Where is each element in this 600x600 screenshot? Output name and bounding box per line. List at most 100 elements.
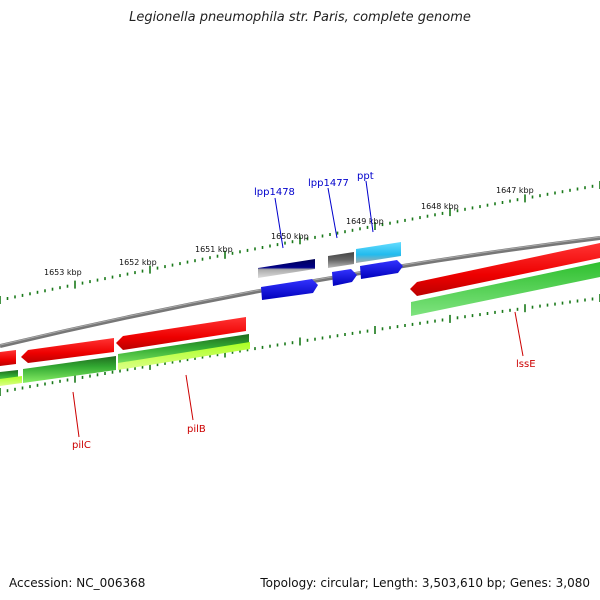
inner-ring-minor-tick <box>21 386 24 390</box>
outer-ring-minor-tick <box>59 286 61 290</box>
inner-ring-minor-tick <box>501 309 504 313</box>
outer-ring-minor-tick <box>306 237 309 241</box>
outer-ring-minor-tick <box>291 240 294 244</box>
inner-ring-minor-tick <box>186 358 189 362</box>
outer-ring-minor-tick <box>411 217 414 221</box>
inner-ring-major-tick <box>0 388 1 396</box>
gene-pilC-arrow[interactable] <box>21 338 114 363</box>
outer-ring-minor-tick <box>186 260 189 264</box>
inner-ring-minor-tick <box>351 331 354 335</box>
tick-label-1653: 1653 kbp <box>44 268 82 277</box>
outer-ring-minor-tick <box>36 290 39 294</box>
inner-ring-minor-tick <box>381 327 384 331</box>
outer-ring-minor-tick <box>509 199 511 203</box>
inner-ring-minor-tick <box>531 305 534 309</box>
outer-ring-minor-tick <box>141 269 144 273</box>
outer-ring-minor-tick <box>359 227 361 231</box>
outer-ring-minor-tick <box>456 209 459 213</box>
gene-pilC-green-band[interactable] <box>23 356 116 383</box>
inner-ring-minor-tick <box>134 366 136 370</box>
inner-ring-minor-tick <box>404 324 406 327</box>
outer-ring-minor-tick <box>426 214 429 218</box>
inner-ring-minor-tick <box>126 368 129 372</box>
inner-ring-minor-tick <box>441 318 444 322</box>
tick-label-1650: 1650 kbp <box>271 232 309 241</box>
outer-ring-minor-tick <box>96 278 99 282</box>
inner-ring-major-tick <box>524 304 526 313</box>
inner-ring-minor-tick <box>96 373 99 377</box>
outer-ring-minor-tick <box>104 277 106 281</box>
outer-ring-minor-tick <box>156 266 159 270</box>
gene-lssE-green-band[interactable] <box>411 262 600 316</box>
inner-ring-minor-tick <box>426 320 429 324</box>
inner-ring-minor-tick <box>51 381 54 385</box>
tick-label-1651: 1651 kbp <box>195 245 233 254</box>
inner-ring-minor-tick <box>14 387 16 391</box>
outer-ring-major-tick <box>74 280 76 289</box>
outer-ring-minor-tick <box>366 225 369 229</box>
outer-ring-minor-tick <box>164 265 166 269</box>
inner-ring-minor-tick <box>464 315 466 319</box>
gene-lpp1477-bar[interactable] <box>328 252 354 268</box>
outer-ring-minor-tick <box>336 231 339 235</box>
outer-ring-minor-tick <box>119 274 121 278</box>
inner-ring-minor-tick <box>546 303 549 307</box>
gene-yellowgreen-band-left[interactable] <box>0 376 22 386</box>
tick-label-1647: 1647 kbp <box>496 186 534 195</box>
inner-ring-minor-tick <box>44 382 46 386</box>
outer-ring-minor-tick <box>329 233 331 236</box>
outer-ring-minor-tick <box>261 246 264 249</box>
outer-ring-minor-tick <box>66 284 69 288</box>
inner-ring-minor-tick <box>396 325 399 329</box>
gene-lpp1478-bar[interactable] <box>258 259 315 278</box>
tick-label-1652: 1652 kbp <box>119 258 157 267</box>
inner-ring-minor-tick <box>29 385 31 389</box>
inner-ring-minor-tick <box>434 319 436 323</box>
tick-label-1649: 1649 kbp <box>346 217 384 226</box>
gene-yellowgreen-band-pilB[interactable] <box>118 342 250 370</box>
leader-lssE <box>514 311 524 357</box>
gene-ppt-bar[interactable] <box>356 242 401 263</box>
outer-ring-minor-tick <box>381 223 384 227</box>
gene-blue-arrow-3[interactable] <box>360 260 403 279</box>
outer-ring-major-tick <box>374 222 376 230</box>
gene-blue-arrow-2[interactable] <box>332 269 357 286</box>
gene-lssE-arrow[interactable] <box>410 243 600 296</box>
inner-tick-ring <box>0 294 600 396</box>
outer-ring-minor-tick <box>434 213 436 217</box>
gene-red-arrow-left-edge[interactable] <box>0 350 16 366</box>
inner-ring-minor-tick <box>336 334 339 338</box>
inner-ring-major-tick <box>149 361 151 370</box>
inner-ring-minor-tick <box>261 345 264 349</box>
inner-ring-minor-tick <box>486 312 489 315</box>
inner-ring-minor-tick <box>276 343 279 347</box>
outer-ring-minor-tick <box>6 297 9 300</box>
outer-ring-minor-tick <box>494 202 496 206</box>
inner-ring-minor-tick <box>36 383 39 387</box>
outer-tick-ring <box>0 181 600 304</box>
outer-ring-minor-tick <box>531 195 534 199</box>
inner-ring-minor-tick <box>216 353 219 357</box>
outer-ring-minor-tick <box>591 184 594 188</box>
gene-label-lpp1477: lpp1477 <box>308 178 349 189</box>
outer-ring-minor-tick <box>194 259 196 263</box>
outer-ring-minor-tick <box>441 211 444 215</box>
outer-ring-minor-tick <box>111 275 114 279</box>
outer-ring-minor-tick <box>254 247 256 251</box>
outer-ring-minor-tick <box>51 287 54 291</box>
leader-ppt <box>365 180 374 233</box>
footer-stats: Topology: circular; Length: 3,503,610 bp… <box>260 576 590 590</box>
gene-blue-arrow-1[interactable] <box>261 279 318 300</box>
map-title: Legionella pneumophila str. Paris, compl… <box>129 10 471 25</box>
inner-ring-minor-tick <box>246 348 249 352</box>
gene-pilB-arrow[interactable] <box>116 317 246 350</box>
outer-ring-minor-tick <box>21 293 24 297</box>
outer-ring-minor-tick <box>14 295 16 299</box>
inner-ring-minor-tick <box>389 326 391 330</box>
outer-ring-minor-tick <box>486 203 489 207</box>
inner-ring-minor-tick <box>509 308 511 312</box>
outer-ring-minor-tick <box>201 257 204 261</box>
outer-ring-minor-tick <box>321 234 324 238</box>
outer-ring-minor-tick <box>134 271 136 275</box>
inner-ring-minor-tick <box>6 389 9 393</box>
